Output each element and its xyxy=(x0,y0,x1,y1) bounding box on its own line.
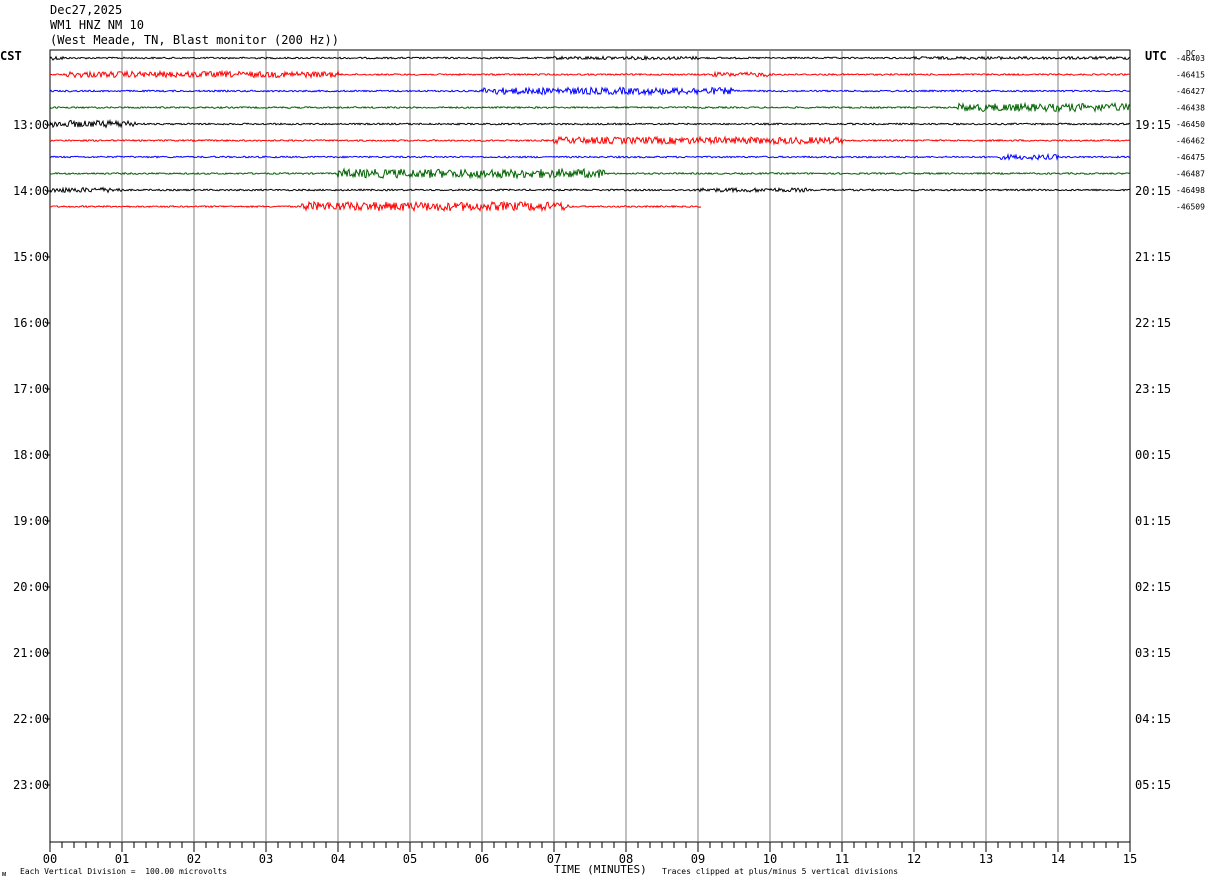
x-tick-label: 02 xyxy=(187,852,201,866)
left-hour-label: 15:00 xyxy=(13,250,49,264)
x-tick-label: 03 xyxy=(259,852,273,866)
left-hour-label: 21:00 xyxy=(13,646,49,660)
corner-mark: ᴍ xyxy=(2,870,7,878)
right-hour-label: 22:15 xyxy=(1135,316,1171,330)
x-tick-label: 13 xyxy=(979,852,993,866)
seismic-trace xyxy=(49,86,1131,97)
x-tick-label: 08 xyxy=(619,852,633,866)
x-tick-label: 07 xyxy=(547,852,561,866)
right-hour-label: 04:15 xyxy=(1135,712,1171,726)
x-tick-label: 01 xyxy=(115,852,129,866)
x-tick-label: 11 xyxy=(835,852,849,866)
right-hour-label: 00:15 xyxy=(1135,448,1171,462)
x-axis-title: TIME (MINUTES) xyxy=(554,863,647,876)
dc-offset-label: -46427 xyxy=(1176,87,1205,96)
x-tick-label: 15 xyxy=(1123,852,1137,866)
seismic-trace xyxy=(49,200,702,213)
right-hour-label: 05:15 xyxy=(1135,778,1171,792)
right-hour-label: 03:15 xyxy=(1135,646,1171,660)
dc-offset-label: -46438 xyxy=(1176,104,1205,113)
dc-offset-label: -46498 xyxy=(1176,186,1205,195)
scale-note: Each Vertical Division = 100.00 microvol… xyxy=(20,867,228,876)
station-code: WM1 HNZ NM 10 xyxy=(50,18,144,32)
left-timezone-label: CST xyxy=(0,49,22,63)
station-location: (West Meade, TN, Blast monitor (200 Hz)) xyxy=(50,33,339,47)
helicorder-date: Dec27,2025 xyxy=(50,3,123,17)
x-tick-label: 04 xyxy=(331,852,345,866)
x-tick-label: 14 xyxy=(1051,852,1065,866)
seismic-trace xyxy=(49,54,1131,62)
x-tick-label: 05 xyxy=(403,852,417,866)
seismic-trace xyxy=(49,118,1131,129)
x-tick-label: 06 xyxy=(475,852,489,866)
x-tick-label: 00 xyxy=(43,852,57,866)
left-hour-label: 16:00 xyxy=(13,316,49,330)
left-hour-label: 17:00 xyxy=(13,382,49,396)
left-hour-label: 14:00 xyxy=(13,184,49,198)
dc-offset-label: -46475 xyxy=(1176,153,1205,162)
dc-offset-label: -46450 xyxy=(1176,120,1205,129)
dc-offset-header: DC xyxy=(1186,49,1196,58)
right-timezone-label: UTC xyxy=(1145,49,1167,63)
seismic-trace xyxy=(49,167,1131,180)
seismic-trace xyxy=(49,69,1131,80)
dc-offset-label: -46509 xyxy=(1176,203,1205,212)
x-tick-label: 12 xyxy=(907,852,921,866)
x-tick-label: 09 xyxy=(691,852,705,866)
seismic-trace xyxy=(49,135,1131,146)
dc-offset-label: -46403 xyxy=(1176,54,1205,63)
right-hour-label: 01:15 xyxy=(1135,514,1171,528)
right-hour-label: 02:15 xyxy=(1135,580,1171,594)
left-hour-label: 19:00 xyxy=(13,514,49,528)
dc-offset-label: -46462 xyxy=(1176,137,1205,146)
right-hour-label: 23:15 xyxy=(1135,382,1171,396)
dc-offset-label: -46415 xyxy=(1176,71,1205,80)
clip-note: Traces clipped at plus/minus 5 vertical … xyxy=(662,867,899,876)
left-hour-label: 13:00 xyxy=(13,118,49,132)
dc-offset-label: -46487 xyxy=(1176,170,1205,179)
seismic-trace xyxy=(49,152,1131,161)
right-hour-label: 21:15 xyxy=(1135,250,1171,264)
left-hour-label: 18:00 xyxy=(13,448,49,462)
seismic-trace xyxy=(49,101,1131,113)
x-tick-label: 10 xyxy=(763,852,777,866)
left-hour-label: 22:00 xyxy=(13,712,49,726)
plot-frame xyxy=(49,49,1131,843)
left-hour-label: 20:00 xyxy=(13,580,49,594)
right-hour-label: 20:15 xyxy=(1135,184,1171,198)
seismic-trace xyxy=(49,186,1130,194)
right-hour-label: 19:15 xyxy=(1135,118,1171,132)
left-hour-label: 23:00 xyxy=(13,778,49,792)
